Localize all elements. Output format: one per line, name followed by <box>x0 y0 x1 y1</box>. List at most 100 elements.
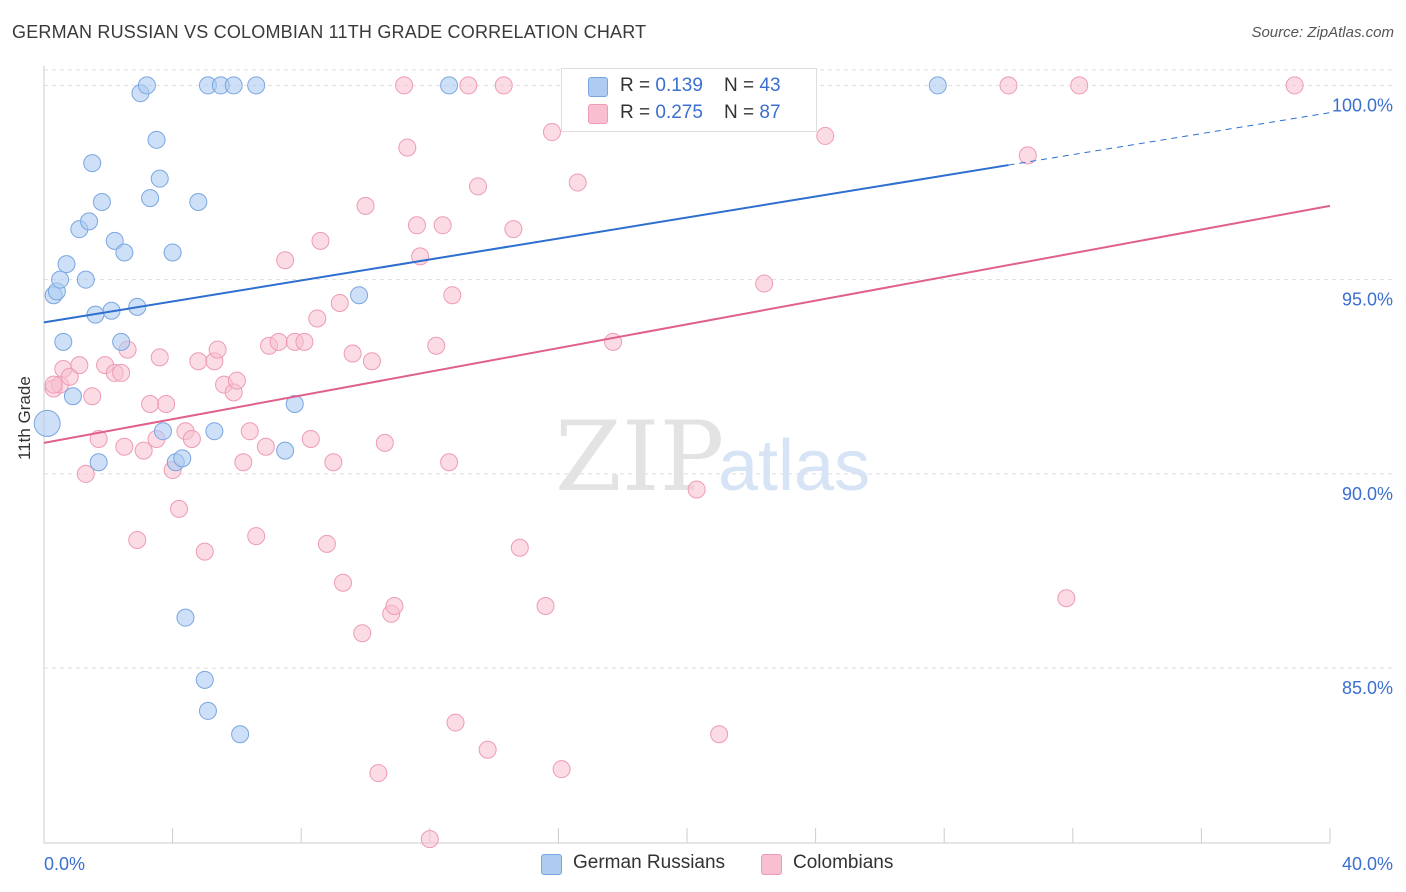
data-point-german-russians <box>285 394 304 413</box>
data-point-colombians <box>240 422 259 441</box>
legend-swatch-blue <box>588 77 608 97</box>
data-point-colombians <box>333 573 352 592</box>
data-point-colombians <box>433 216 452 235</box>
legend-text: R = 0.139 N = 43 <box>620 75 781 96</box>
data-point-german-russians <box>153 422 172 441</box>
data-point-colombians <box>385 597 404 616</box>
chart-title: GERMAN RUSSIAN VS COLOMBIAN 11TH GRADE C… <box>12 22 647 42</box>
trend-lines <box>43 112 1331 444</box>
data-point-colombians <box>227 371 246 390</box>
data-point-german-russians <box>173 449 192 468</box>
data-point-colombians <box>112 363 131 382</box>
data-point-german-russians <box>92 192 111 211</box>
y-tick-label: 95.0% <box>1342 290 1393 310</box>
data-point-german-russians <box>205 422 224 441</box>
data-point-colombians <box>755 274 774 293</box>
data-point-colombians <box>189 352 208 371</box>
data-point-colombians <box>1018 146 1037 165</box>
data-point-colombians <box>443 286 462 305</box>
data-point-german-russians <box>928 76 947 95</box>
data-point-colombians <box>150 348 169 367</box>
data-point-german-russians <box>176 608 195 627</box>
data-point-colombians <box>398 138 417 157</box>
source-label: Source: ZipAtlas.com <box>1251 24 1394 41</box>
data-point-colombians <box>427 336 446 355</box>
data-point-colombians <box>446 713 465 732</box>
data-point-colombians <box>459 76 478 95</box>
trend-line-colombians <box>43 204 1331 444</box>
data-point-german-russians <box>115 243 134 262</box>
data-point-colombians <box>687 480 706 499</box>
legend-text: R = 0.275 N = 87 <box>620 102 781 123</box>
data-point-colombians <box>128 530 147 549</box>
data-point-german-russians <box>198 701 217 720</box>
y-tick-labels: 85.0% 90.0% 95.0% 100.0% <box>1332 95 1393 698</box>
data-point-german-russians <box>54 332 73 351</box>
data-point-german-russians <box>83 154 102 173</box>
bottom-legend-swatch-pink <box>761 854 782 875</box>
data-point-german-russians <box>51 270 70 289</box>
watermark-atlas: atlas <box>718 426 870 506</box>
data-point-colombians <box>440 453 459 472</box>
data-point-colombians <box>362 352 381 371</box>
data-point-colombians <box>195 542 214 561</box>
data-point-colombians <box>115 437 134 456</box>
y-axis-label: 11th Grade <box>15 376 34 460</box>
data-point-colombians <box>1070 76 1089 95</box>
data-point-colombians <box>469 177 488 196</box>
data-point-colombians <box>208 340 227 359</box>
data-point-colombians <box>170 499 189 518</box>
series-german-russians <box>33 76 947 744</box>
data-point-german-russians <box>112 332 131 351</box>
data-point-colombians <box>353 624 372 643</box>
legend-swatch-pink <box>588 104 608 124</box>
data-point-colombians <box>134 441 153 460</box>
data-point-colombians <box>356 196 375 215</box>
data-point-colombians <box>141 394 160 413</box>
data-point-colombians <box>478 740 497 759</box>
data-point-colombians <box>76 464 95 483</box>
data-point-colombians <box>369 764 388 783</box>
data-point-colombians <box>44 375 63 394</box>
data-point-german-russians <box>63 387 82 406</box>
data-point-colombians <box>295 332 314 351</box>
data-point-german-russians <box>276 441 295 460</box>
data-point-german-russians <box>57 255 76 274</box>
data-point-german-russians <box>141 189 160 208</box>
data-point-colombians <box>568 173 587 192</box>
bottom-legend-label: Colombians <box>793 852 894 873</box>
x-tick-label: 40.0% <box>1342 854 1393 874</box>
watermark: ZIP atlas <box>555 401 870 513</box>
data-point-german-russians <box>189 192 208 211</box>
data-point-german-russians <box>350 286 369 305</box>
data-point-colombians <box>70 356 89 375</box>
x-tick-label: 0.0% <box>44 854 85 874</box>
data-point-colombians <box>269 332 288 351</box>
data-point-colombians <box>247 527 266 546</box>
data-point-german-russians <box>224 76 243 95</box>
data-point-german-russians <box>195 670 214 689</box>
trend-line-german-russians-extension <box>1008 112 1331 166</box>
data-point-german-russians <box>231 725 250 744</box>
data-point-colombians <box>542 123 561 142</box>
y-tick-label: 90.0% <box>1342 484 1393 504</box>
data-point-german-russians <box>440 76 459 95</box>
data-point-german-russians <box>247 76 266 95</box>
data-point-colombians <box>157 394 176 413</box>
data-point-german-russians <box>147 130 166 149</box>
data-point-german-russians <box>89 453 108 472</box>
data-point-colombians <box>1285 76 1304 95</box>
data-point-german-russians <box>163 243 182 262</box>
data-point-colombians <box>83 387 102 406</box>
data-point-colombians <box>395 76 414 95</box>
data-point-colombians <box>552 760 571 779</box>
data-point-german-russians <box>80 212 99 231</box>
data-point-colombians <box>330 293 349 312</box>
bottom-legend-swatch-blue <box>541 854 562 875</box>
data-point-colombians <box>710 725 729 744</box>
stats-legend: R = 0.139 N = 43 R = 0.275 N = 87 <box>561 68 817 132</box>
data-point-colombians <box>60 367 79 386</box>
data-point-colombians <box>1057 589 1076 608</box>
data-point-colombians <box>301 429 320 448</box>
